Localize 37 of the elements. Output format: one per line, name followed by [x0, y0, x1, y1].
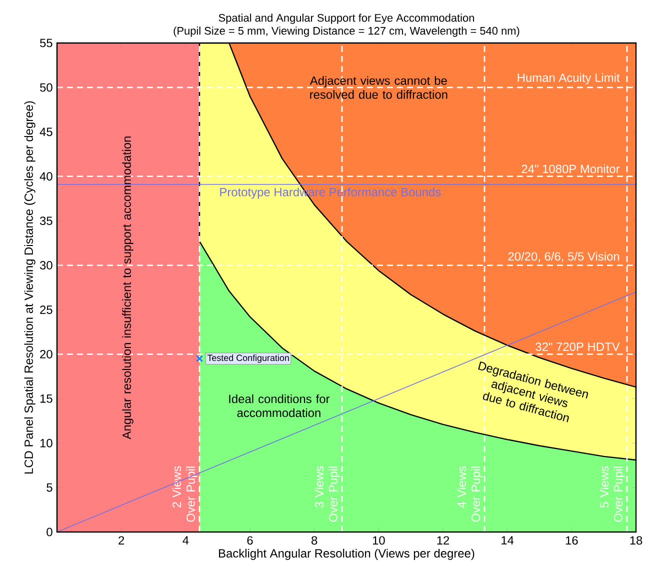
x-tick-label: 4 [182, 536, 189, 544]
annotation: Angular resolution insufficient to support accommodation [122, 136, 134, 440]
y-tick-label: 10 [40, 438, 52, 448]
y-tick-label: 20 [40, 350, 52, 358]
y-tick-label: 55 [40, 38, 52, 48]
ref-line-label: 3 Views Over Pupil [314, 466, 340, 522]
y-tick-label: 35 [40, 216, 52, 226]
y-tick-label: 50 [40, 83, 52, 92]
annotation: Ideal conditions for accommodation [229, 394, 330, 418]
ref-line-label: 24" 1080P Monitor [522, 164, 620, 174]
ref-line-label: 4 Views Over Pupil [457, 466, 482, 522]
y-axis-title: LCD Panel Spatial Resolution at Viewing Distance (Cycles per degree) [24, 101, 36, 474]
ref-line-label: 5 Views Over Pupil [600, 466, 625, 522]
y-tick-label: 15 [40, 394, 52, 403]
x-tick-label: 8 [312, 536, 318, 545]
x-tick-label: 2 [118, 536, 124, 545]
ref-line-label: Human Acuity Limit [518, 73, 620, 84]
annotation: Adjacent views cannot be resolved due to diffraction [310, 76, 448, 99]
y-tick-label: 40 [40, 172, 52, 181]
ref-line-label: 20/20, 6/6, 5/5 Vision [508, 252, 620, 262]
y-tick-label: 45 [40, 128, 52, 136]
y-tick-label: 25 [40, 306, 52, 314]
y-tick-label: 30 [40, 261, 52, 270]
ref-line-label: 2 Views Over Pupil [172, 466, 198, 522]
ref-line-label: 32" 720P HDTV [536, 342, 620, 351]
x-tick-label: 6 [247, 536, 253, 545]
chart-subtitle: (Pupil Size = 5 mm, Viewing Distance = 127 cm, Wavelength = 540 nm) [174, 26, 520, 37]
y-tick-label: 0 [46, 528, 52, 536]
x-axis-title: Backlight Angular Resolution (Views per degree) [219, 548, 474, 560]
x-tick-label: 10 [372, 536, 385, 545]
x-tick-label: 16 [566, 536, 578, 545]
series-label: Tested Configuration [207, 354, 289, 363]
x-tick-label: 14 [502, 536, 514, 544]
y-tick-label: 5 [46, 483, 52, 492]
chart-title: Spatial and Angular Support for Eye Accommodation [218, 14, 474, 24]
x-tick-label: 12 [437, 536, 450, 545]
x-tick-label: 18 [630, 536, 642, 545]
